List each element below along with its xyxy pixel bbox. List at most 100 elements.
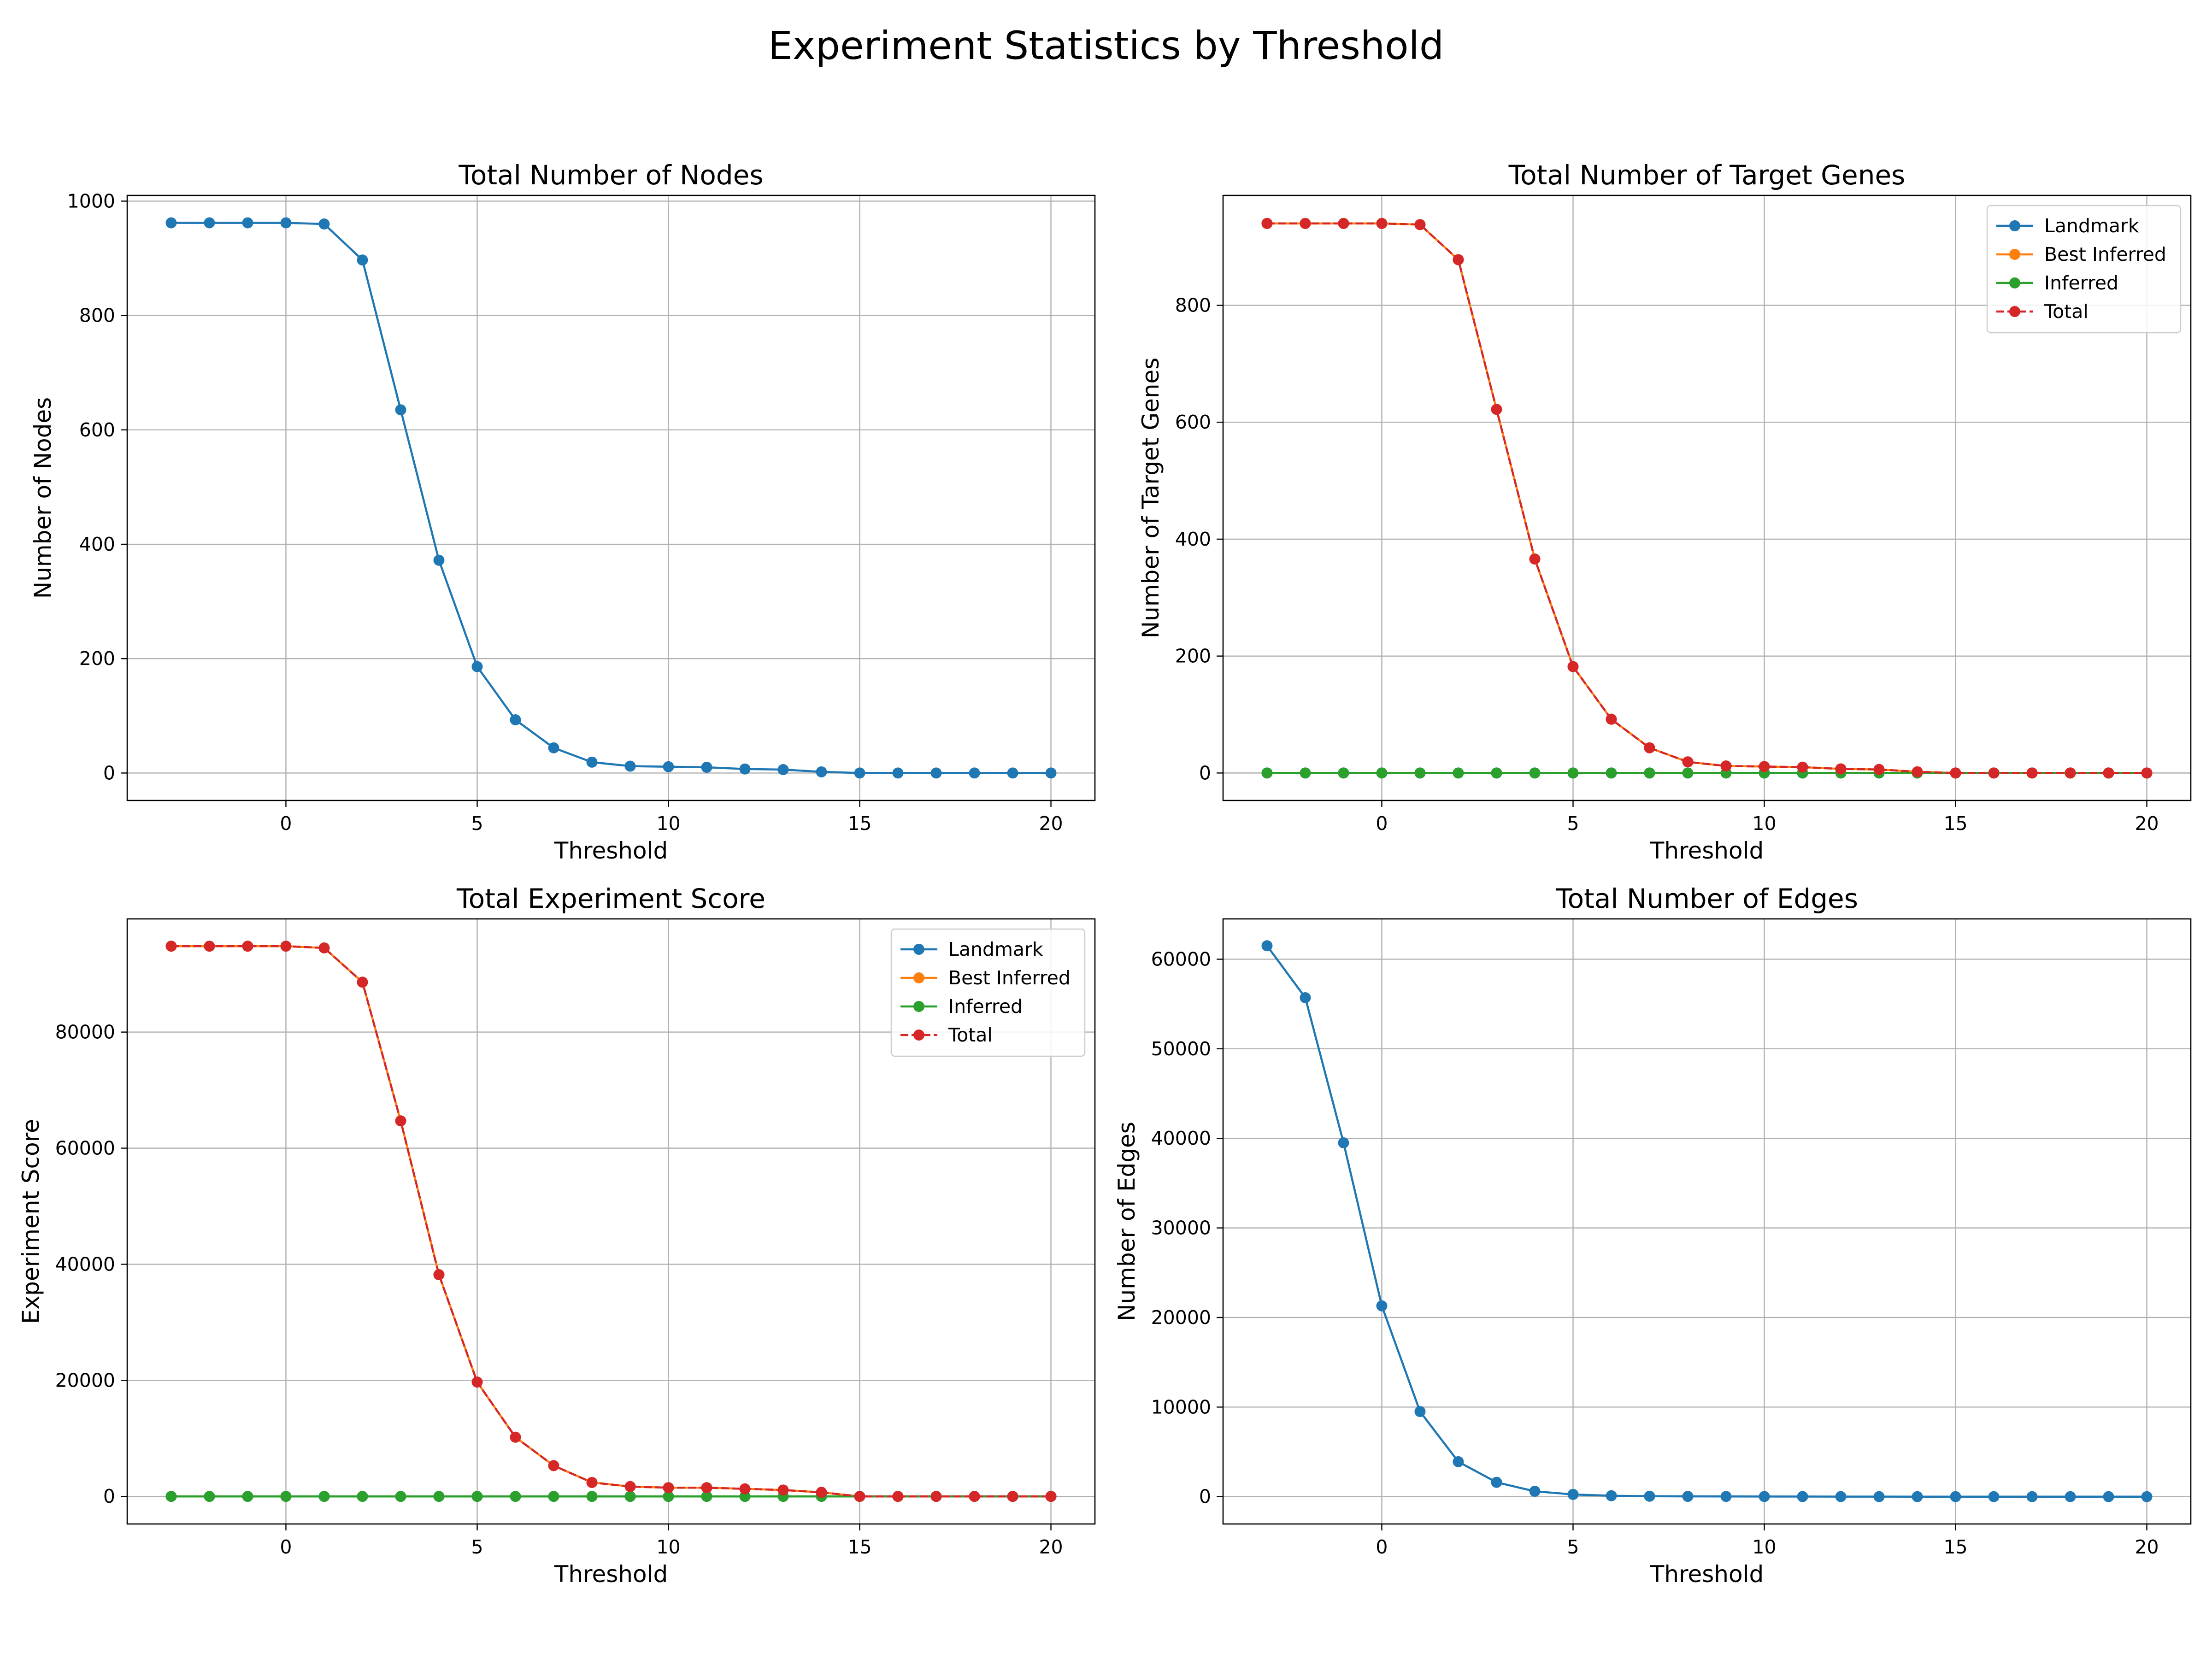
y-tick-label: 30000 xyxy=(1151,1217,1211,1239)
data-point-total xyxy=(2103,767,2114,779)
data-point-landmark xyxy=(1988,1491,2000,1502)
data-point-inferred xyxy=(395,1491,406,1502)
x-tick-label: 5 xyxy=(1567,1536,1579,1558)
data-point-inferred xyxy=(624,1491,636,1502)
y-tick-label: 1000 xyxy=(67,190,115,212)
data-point-total xyxy=(2026,767,2038,779)
data-point-landmark xyxy=(1835,1491,1847,1502)
chart-title: Total Number of Target Genes xyxy=(1508,159,1906,191)
x-axis-label: Threshold xyxy=(554,837,668,864)
data-point-landmark xyxy=(1376,1300,1388,1312)
x-tick-label: 0 xyxy=(280,812,292,835)
data-point-landmark xyxy=(739,763,751,775)
data-point-inferred xyxy=(586,1491,598,1502)
legend-label-best_inferred: Best Inferred xyxy=(2044,243,2166,265)
data-point-landmark xyxy=(2141,1491,2153,1502)
y-tick-label: 80000 xyxy=(55,1021,115,1043)
x-axis-label: Threshold xyxy=(1650,837,1764,864)
data-point-landmark xyxy=(548,742,559,753)
data-point-inferred xyxy=(1644,767,1655,779)
data-point-landmark xyxy=(663,761,674,772)
data-point-inferred xyxy=(1453,767,1464,779)
data-point-total xyxy=(1376,218,1388,229)
x-tick-label: 0 xyxy=(280,1536,292,1558)
legend-label-landmark: Landmark xyxy=(2044,215,2139,237)
data-point-total xyxy=(1644,742,1655,753)
chart-title: Total Experiment Score xyxy=(456,883,765,914)
y-tick-label: 10000 xyxy=(1151,1396,1211,1418)
data-point-inferred xyxy=(1529,767,1541,779)
chart-panel-3: 0 5 10 15 20 0 20000 40000 60000 80000 Total Exper… xyxy=(18,883,1096,1588)
data-point-landmark xyxy=(1567,1488,1579,1500)
legend-marker-inferred xyxy=(913,1001,924,1012)
data-point-total xyxy=(2141,767,2153,779)
series-line-landmark xyxy=(171,222,1051,774)
x-tick-label: 15 xyxy=(1943,812,1967,835)
y-axis-label: Number of Target Genes xyxy=(1137,358,1164,638)
data-point-total xyxy=(471,1377,483,1388)
figure-title: Experiment Statistics by Threshold xyxy=(768,23,1444,68)
data-point-total xyxy=(739,1483,751,1494)
y-tick-label: 0 xyxy=(1199,1486,1211,1508)
data-point-total xyxy=(1720,760,1732,772)
data-point-landmark xyxy=(433,554,445,566)
data-point-landmark xyxy=(1338,1137,1349,1148)
data-point-total xyxy=(1338,218,1349,229)
data-point-total xyxy=(1045,1491,1057,1502)
y-tick-label: 20000 xyxy=(55,1369,115,1391)
legend-label-total: Total xyxy=(948,1024,993,1046)
x-tick-label: 20 xyxy=(2135,812,2159,835)
data-point-total xyxy=(624,1481,636,1492)
data-point-total xyxy=(1414,219,1426,230)
data-point-landmark xyxy=(624,760,636,772)
x-tick-label: 20 xyxy=(1039,1536,1063,1558)
data-point-landmark xyxy=(510,714,521,726)
y-axis-label: Number of Edges xyxy=(1113,1122,1140,1321)
data-point-total xyxy=(1682,756,1694,768)
data-point-total xyxy=(777,1484,789,1496)
data-point-landmark xyxy=(701,762,712,773)
legend-marker-landmark xyxy=(913,944,924,955)
data-point-total xyxy=(930,1491,942,1502)
legend-marker-best_inferred xyxy=(913,972,924,983)
data-point-total xyxy=(165,941,177,952)
data-point-total xyxy=(1606,713,1617,725)
data-point-landmark xyxy=(1261,940,1273,952)
data-point-landmark xyxy=(1414,1406,1426,1418)
data-point-total xyxy=(548,1460,559,1471)
legend-label-inferred: Inferred xyxy=(948,995,1023,1018)
data-point-total xyxy=(1567,661,1579,672)
y-tick-label: 800 xyxy=(1175,294,1211,316)
data-point-landmark xyxy=(969,767,980,779)
data-point-total xyxy=(701,1482,712,1494)
data-point-landmark xyxy=(1453,1456,1464,1467)
data-point-landmark xyxy=(892,767,904,779)
data-point-landmark xyxy=(2065,1491,2076,1502)
data-point-landmark xyxy=(1797,1491,1808,1502)
x-tick-label: 20 xyxy=(2135,1536,2159,1558)
data-point-inferred xyxy=(1682,767,1694,779)
data-point-total xyxy=(280,941,292,952)
data-point-total xyxy=(318,942,330,953)
data-point-total xyxy=(2065,767,2076,779)
y-tick-label: 60000 xyxy=(1151,948,1211,970)
x-axis-label: Threshold xyxy=(554,1561,668,1588)
data-point-inferred xyxy=(1338,767,1349,779)
legend-label-landmark: Landmark xyxy=(948,938,1043,960)
data-point-landmark xyxy=(471,661,483,672)
y-tick-label: 200 xyxy=(1175,645,1211,667)
x-tick-label: 10 xyxy=(1752,812,1776,835)
y-axis-label: Number of Nodes xyxy=(29,397,56,599)
data-point-total xyxy=(204,941,215,952)
y-tick-label: 60000 xyxy=(55,1137,115,1159)
data-point-total xyxy=(663,1482,674,1494)
x-tick-label: 15 xyxy=(847,1536,871,1558)
legend: Landmark Best Inferred Inferred Total xyxy=(890,928,1086,1057)
data-point-total xyxy=(1835,763,1847,775)
data-point-total xyxy=(1759,761,1770,772)
y-tick-label: 40000 xyxy=(55,1253,115,1275)
x-tick-label: 5 xyxy=(1567,812,1579,835)
